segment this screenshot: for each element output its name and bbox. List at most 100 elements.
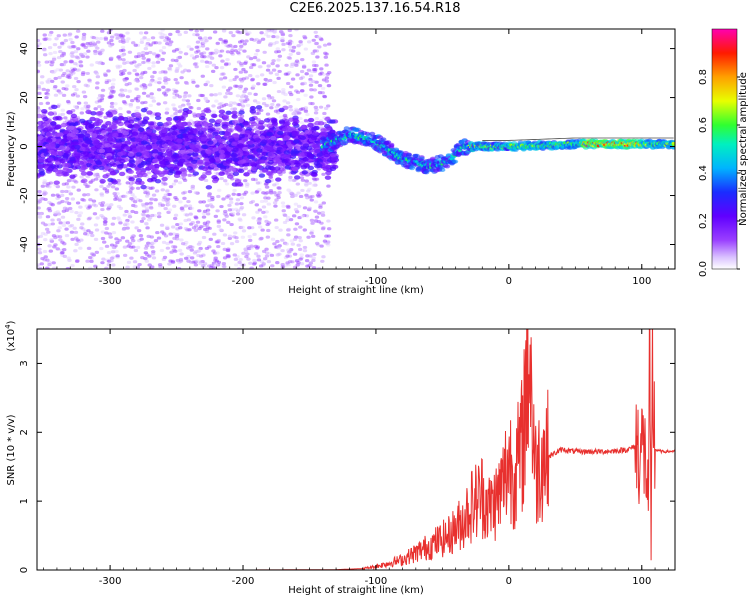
- spectrogram-speckle: [244, 39, 249, 43]
- spectrogram-speckle: [293, 193, 298, 197]
- spectrogram-speckle: [264, 210, 269, 214]
- spectrogram-speckle: [138, 199, 143, 203]
- spectrogram-speckle: [113, 194, 118, 198]
- spectrogram-band-cell: [192, 171, 200, 176]
- spectrogram-speckle: [43, 191, 49, 195]
- spectrogram-speckle: [251, 262, 257, 266]
- spectrogram-speckle: [65, 84, 70, 88]
- spectrogram-band-cell: [161, 176, 168, 182]
- spectrogram-speckle: [37, 91, 42, 95]
- spectrogram-band-cell: [110, 124, 117, 130]
- spectrogram-speckle: [89, 63, 94, 67]
- spectrogram-speckle: [183, 30, 189, 34]
- spectrogram-band-cell: [209, 158, 216, 163]
- spectrogram-speckle: [106, 41, 112, 45]
- spectrogram-speckle: [239, 205, 245, 210]
- spectrogram-speckle: [211, 104, 216, 108]
- spectrogram-speckle: [161, 85, 166, 89]
- spectrogram-speckle: [47, 33, 53, 37]
- spectrogram-speckle: [167, 262, 172, 266]
- spectrogram-speckle: [253, 252, 259, 256]
- spectrogram-speckle: [50, 79, 55, 83]
- spectrogram-speckle: [227, 208, 233, 212]
- spectrogram-speckle: [51, 266, 57, 269]
- spectrogram-speckle: [318, 205, 323, 209]
- spectrogram-speckle: [154, 55, 160, 59]
- spectrogram-band-cell: [146, 110, 153, 115]
- spectrogram-band-cell: [307, 154, 315, 159]
- spectrogram-band-cell: [140, 107, 148, 113]
- spectrogram-speckle: [64, 233, 70, 238]
- spectrogram-band-cell: [81, 178, 88, 183]
- spectrogram-band-cell: [60, 122, 67, 128]
- spectrogram-speckle: [199, 93, 204, 98]
- spectrogram-speckle: [164, 111, 170, 115]
- spectrogram-speckle: [230, 48, 235, 53]
- spectrogram-speckle: [286, 233, 291, 237]
- spectrogram-speckle: [97, 50, 102, 54]
- spectrogram-speckle: [158, 35, 164, 39]
- spectrogram-speckle: [302, 245, 308, 250]
- spectrogram-speckle: [53, 236, 58, 240]
- spectrogram-speckle: [62, 33, 67, 37]
- spectrogram-speckle: [122, 213, 127, 217]
- spectrogram-speckle: [269, 106, 274, 110]
- spectrogram-band-cell: [244, 130, 252, 135]
- spectrogram-speckle: [299, 69, 305, 74]
- spectrogram-band-cell: [77, 133, 85, 139]
- spectrogram-speckle: [193, 191, 199, 195]
- spectrogram-speckle: [129, 256, 134, 260]
- spectrogram-band-cell: [128, 159, 136, 164]
- spectrogram-speckle: [266, 202, 272, 206]
- spectrogram-speckle: [194, 29, 199, 33]
- spectrogram-speckle: [185, 228, 190, 232]
- spectrogram-speckle: [281, 204, 286, 208]
- spectrogram-band-cell: [37, 120, 44, 126]
- spectrogram-speckle: [61, 53, 66, 57]
- spectrogram-speckle: [228, 197, 234, 201]
- spectrogram-speckle: [90, 252, 96, 256]
- spectrogram-speckle: [126, 260, 132, 264]
- spectrogram-speckle: [165, 225, 170, 229]
- spectrogram-speckle: [122, 79, 128, 83]
- spectrogram-band-cell: [215, 118, 223, 124]
- spectrogram-band-cell: [171, 154, 178, 159]
- spectrogram-speckle: [139, 40, 145, 45]
- spectrogram-speckle: [127, 215, 133, 219]
- spectrogram-speckle: [282, 113, 288, 117]
- spectrogram-band-cell: [305, 146, 313, 151]
- spectrogram-speckle: [306, 40, 312, 44]
- spectrogram-speckle: [275, 261, 280, 265]
- spectrogram-speckle: [73, 248, 78, 253]
- spectrogram-speckle: [131, 41, 136, 45]
- spectrogram-speckle: [266, 260, 272, 264]
- spectrogram-speckle: [125, 31, 130, 35]
- spectrogram-speckle: [209, 84, 214, 88]
- spectrogram-speckle: [285, 254, 290, 258]
- spectrogram-speckle: [232, 77, 237, 82]
- spectrogram-speckle: [283, 72, 289, 76]
- spectrogram-speckle: [316, 35, 322, 39]
- spectrogram-speckle: [281, 48, 286, 52]
- spectrogram-speckle: [157, 81, 162, 85]
- spectrogram-speckle: [151, 241, 156, 245]
- spectrogram-speckle: [158, 70, 163, 75]
- spectrogram-speckle: [161, 51, 167, 55]
- spectrogram-band-cell: [243, 172, 250, 177]
- spectrogram-speckle: [203, 83, 208, 87]
- spectrogram-speckle: [211, 249, 216, 253]
- spectrogram-speckle: [212, 232, 217, 236]
- spectrogram-speckle: [154, 189, 160, 193]
- spectrogram-speckle: [60, 250, 65, 255]
- spectrogram-speckle: [120, 45, 126, 49]
- spectrogram-speckle: [268, 42, 273, 46]
- spectrogram-speckle: [212, 30, 218, 34]
- spectrogram-speckle: [163, 70, 168, 74]
- spectrogram-speckle: [214, 99, 219, 103]
- spectrogram-speckle: [132, 60, 137, 64]
- spectrogram-speckle: [125, 265, 130, 269]
- spectrogram-band-cell: [43, 152, 50, 157]
- spectrogram-speckle: [317, 211, 322, 215]
- spectrogram-band-cell: [218, 109, 226, 114]
- spectrogram-band-cell: [208, 118, 216, 123]
